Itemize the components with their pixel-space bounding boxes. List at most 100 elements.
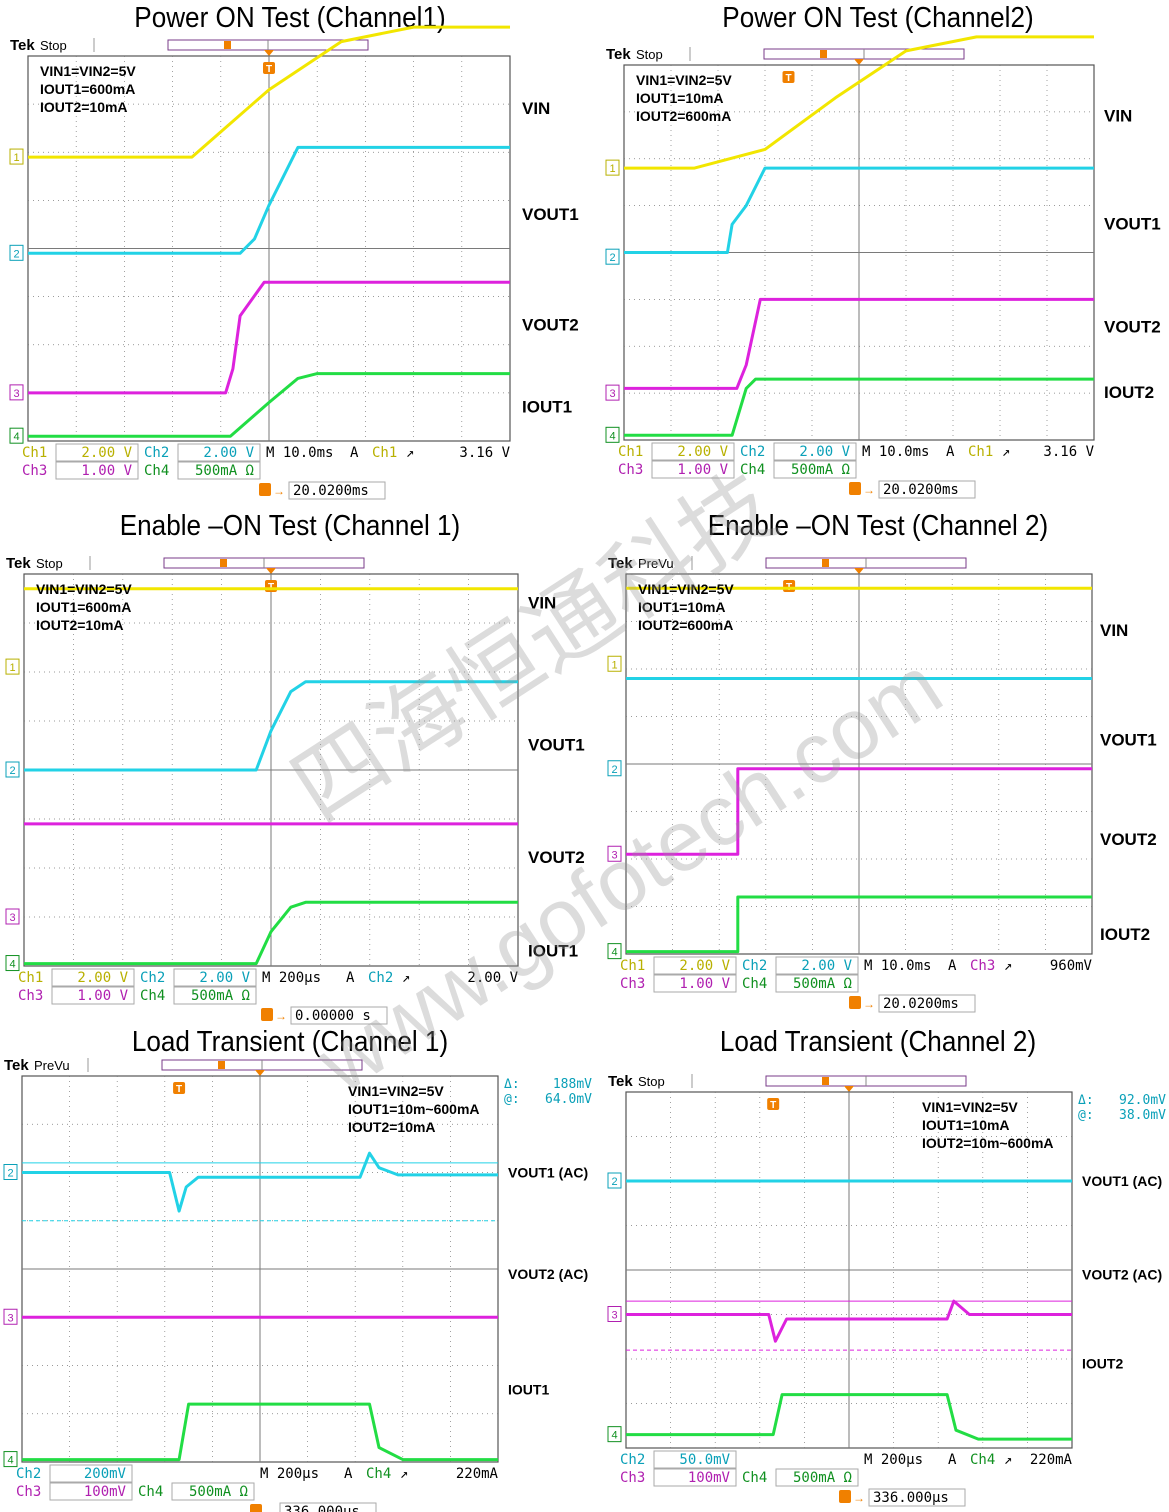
- trigger-t-icon: [782, 71, 795, 83]
- channel-name: Ch1: [18, 970, 43, 986]
- channel-marker-number: 1: [9, 662, 15, 674]
- scope-header: Tek Stop: [10, 37, 369, 56]
- channel-name: Ch1: [22, 445, 47, 461]
- cursor-delta-symbol: Δ:: [1078, 1093, 1094, 1108]
- channel-scale: 500mA Ω: [195, 463, 254, 479]
- channel-marker-number: 3: [611, 849, 617, 861]
- channel-marker-ch4: [5, 955, 20, 972]
- traces: 2 3 4: [3, 1151, 498, 1468]
- test-condition: VIN1=VIN2=5V: [638, 581, 734, 597]
- settings-readout: Ch1 2.00 V Ch2 2.00 V M 10.0ms A Ch3 ↗ 960mV Ch3 1…: [620, 956, 1093, 1013]
- trigger-source: Ch4: [366, 1466, 391, 1482]
- channel-scale-box: [773, 460, 857, 479]
- channel-marker-number: 4: [611, 947, 617, 959]
- signal-label: IOUT2: [1082, 1355, 1123, 1371]
- channel-marker-number: 1: [611, 659, 617, 671]
- channel-marker-ch4: [3, 1451, 18, 1468]
- channel-scale: 50.0mV: [679, 1452, 730, 1468]
- trace-ch4: [626, 1393, 1072, 1441]
- channel-scale: 500mA Ω: [791, 462, 850, 478]
- trace-ch3: [28, 280, 510, 395]
- channel-marker-ch2: [5, 761, 20, 778]
- trace-ch4: [24, 900, 518, 966]
- channel-marker-number: 2: [611, 1176, 617, 1188]
- channel-marker-number: 1: [609, 163, 615, 175]
- channel-scale: 1.00 V: [77, 988, 128, 1004]
- trigger-t-icon: [767, 1098, 780, 1110]
- channel-marker-number: 1: [13, 152, 19, 164]
- trace-ch2: [28, 145, 510, 255]
- trigger-position-icon: [854, 59, 864, 65]
- cursor-at-value: 38.0mV: [1119, 1108, 1166, 1123]
- horizontal-position-box: [878, 480, 976, 499]
- trace-ch4: [626, 895, 1092, 954]
- cursor-at-symbol: @:: [504, 1092, 520, 1107]
- oscilloscope-screenshot: Tek StopT1234VIN1=VIN2=5VIOUT1=600mAIOUT2…: [9, 25, 579, 500]
- trigger-slope-icon: ↗: [406, 445, 414, 461]
- trigger-t-glyph: T: [770, 1100, 776, 1111]
- graticule: T: [27, 55, 511, 442]
- horizontal-position-icon: [849, 996, 861, 1009]
- channel-name: Ch4: [742, 976, 767, 992]
- channel-marker-ch4: [607, 1426, 622, 1443]
- signal-label: VOUT2 (AC): [508, 1266, 588, 1282]
- graticule: T: [625, 573, 1093, 955]
- channel-name: Ch2: [742, 958, 767, 974]
- channel-name: Ch4: [138, 1484, 163, 1500]
- channel-scale: 500mA Ω: [191, 988, 250, 1004]
- channel-marker-number: 3: [13, 388, 19, 400]
- trace-ch2: [624, 166, 1094, 254]
- acquisition-status: PreVu: [638, 556, 674, 571]
- channel-scale-box: [651, 460, 735, 479]
- timebase: M 200µs: [864, 1452, 923, 1468]
- trigger-source: Ch2: [368, 970, 393, 986]
- signal-label: IOUT1: [528, 941, 578, 960]
- channel-name: Ch2: [140, 970, 165, 986]
- trigger-prefix: A: [346, 970, 355, 986]
- channel-scale-box: [651, 442, 735, 461]
- record-trigger-marker: [822, 1077, 829, 1085]
- signal-label: VIN: [1104, 107, 1132, 126]
- panel-title: Power ON Test (Channel2): [722, 2, 1034, 34]
- channel-scale-box: [51, 968, 135, 987]
- signal-label: VOUT1 (AC): [508, 1165, 588, 1181]
- channel-name: Ch2: [740, 444, 765, 460]
- channel-name: Ch1: [618, 444, 643, 460]
- tek-logo: Tek: [10, 37, 35, 54]
- channel-marker-ch3: [9, 384, 24, 401]
- channel-marker-number: 2: [7, 1168, 13, 1180]
- signal-label: VOUT2: [1100, 830, 1157, 849]
- scope-panel-enable-on-ch2: Enable –ON Test (Channel 2) Tek PreVu T 1 2 3…: [588, 508, 1168, 1016]
- acquisition-status: Stop: [36, 556, 63, 571]
- channel-name: Ch4: [742, 1470, 767, 1486]
- signal-label: IOUT2: [1100, 925, 1150, 944]
- horizontal-position-arrow: →: [273, 484, 285, 498]
- channel-scale: 500mA Ω: [793, 976, 852, 992]
- panel-title: Load Transient (Channel 2): [719, 1026, 1037, 1058]
- test-condition: IOUT1=600mA: [36, 599, 131, 615]
- trigger-source: Ch1: [968, 444, 993, 460]
- channel-scale-box: [653, 956, 737, 975]
- trigger-source: Ch4: [970, 1452, 995, 1468]
- channel-marker-number: 4: [611, 1430, 617, 1442]
- channel-scale-box: [55, 443, 139, 462]
- acquisition-status: Stop: [636, 47, 663, 62]
- trigger-position-icon: [264, 50, 274, 56]
- channel-name: Ch2: [620, 1452, 645, 1468]
- channel-marker-ch2: [9, 244, 24, 261]
- channel-scale-box: [653, 1468, 737, 1487]
- horizontal-position-box: [290, 1006, 388, 1025]
- test-condition: VIN1=VIN2=5V: [40, 63, 136, 79]
- trace-ch2: [24, 680, 518, 772]
- graticule: T: [625, 1091, 1073, 1449]
- horizontal-position: 336.000µs: [284, 1504, 360, 1512]
- oscilloscope-screenshot: Tek StopT1234VIN1=VIN2=5VIOUT1=600mAIOUT2…: [5, 555, 585, 1025]
- channel-scale: 2.00 V: [677, 444, 728, 460]
- channel-scale-box: [653, 974, 737, 993]
- channel-scale: 2.00 V: [203, 445, 254, 461]
- trigger-slope-icon: ↗: [400, 1466, 408, 1482]
- channel-marker-ch4: [9, 427, 24, 444]
- scope-header: Tek PreVu: [608, 555, 967, 574]
- timebase: M 10.0ms: [862, 444, 929, 460]
- signal-label: VOUT2: [528, 848, 585, 867]
